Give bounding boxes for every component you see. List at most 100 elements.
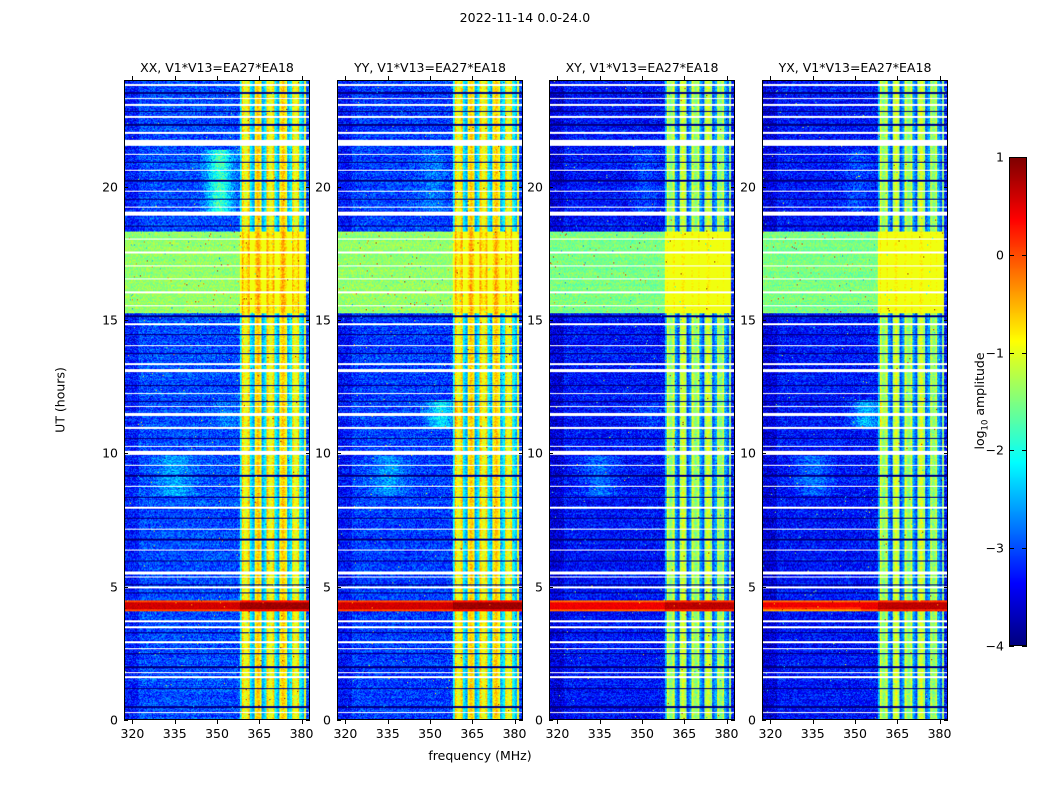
x-tick	[514, 720, 516, 724]
y-tick-right	[731, 453, 735, 455]
x-axis-label: frequency (MHz)	[428, 748, 532, 763]
y-tick	[337, 586, 341, 588]
y-tick-right	[731, 186, 735, 188]
colorbar-tick	[1009, 352, 1014, 354]
y-tick-label: 20	[315, 179, 331, 195]
x-tick-label: 335	[162, 726, 187, 741]
x-tick-top	[770, 76, 772, 80]
y-tick-label: 5	[110, 579, 118, 595]
x-tick-top	[174, 76, 176, 80]
x-tick-top	[514, 76, 516, 80]
colorbar-label: log10 amplitude	[971, 352, 991, 450]
x-tick-top	[557, 76, 559, 80]
colorbar[interactable]: −4 −3 −2 −1 0 1	[986, 150, 1027, 654]
y-tick	[762, 720, 766, 721]
x-tick	[345, 720, 347, 724]
panel-xy[interactable]: XY, V1*V13=EA27*EA18 320 335 350 365 380 0 5 10…	[527, 60, 738, 741]
y-tick	[549, 186, 553, 188]
x-tick	[557, 720, 559, 724]
panel-xx[interactable]: XX, V1*V13=EA27*EA18 320 335 350 365 380 0 5 10…	[102, 60, 313, 741]
colorbar-tick-label: −1	[985, 345, 1004, 361]
x-tick-top	[642, 76, 643, 80]
panel-yx[interactable]: YX, V1*V13=EA27*EA18 320 335 350 365 380 0 5 10…	[740, 60, 951, 741]
x-tick-label: 350	[630, 726, 654, 741]
x-tick-label: 320	[120, 726, 145, 741]
colorbar-tick	[1009, 450, 1014, 452]
y-tick	[762, 453, 766, 455]
x-tick-label: 365	[460, 726, 485, 741]
colorbar-tick	[1009, 646, 1014, 647]
y-tick	[549, 586, 553, 588]
y-tick	[337, 720, 341, 721]
x-tick	[387, 720, 389, 724]
y-tick-label: 20	[740, 179, 756, 195]
y-tick	[549, 453, 553, 455]
x-tick-top	[217, 76, 218, 80]
x-tick	[855, 720, 856, 724]
panel-title-yy: YY, V1*V13=EA27*EA18	[354, 60, 506, 75]
colorbar-gradient	[1009, 157, 1027, 646]
x-tick-top	[897, 76, 899, 80]
x-tick-label: 335	[375, 726, 400, 741]
y-tick-right	[944, 320, 948, 321]
colorbar-tick-label: 1	[996, 149, 1004, 165]
y-tick-label: 0	[748, 712, 756, 728]
x-tick-label: 320	[758, 726, 783, 741]
panel-title-yx: YX, V1*V13=EA27*EA18	[778, 60, 932, 75]
y-tick	[762, 186, 766, 188]
figure-suptitle: 2022-11-14 0.0-24.0	[459, 10, 591, 25]
x-tick	[599, 720, 601, 724]
x-tick-top	[345, 76, 347, 80]
x-tick-label: 380	[289, 726, 314, 741]
y-axis-label: UT (hours)	[52, 367, 68, 433]
axes-yx[interactable]	[762, 80, 948, 720]
y-tick-label: 15	[527, 312, 543, 328]
axes-yy[interactable]	[337, 80, 523, 720]
y-tick	[549, 720, 553, 721]
y-tick-label: 10	[740, 445, 756, 461]
colorbar-tick-label: −2	[985, 442, 1004, 458]
axes-xy[interactable]	[549, 80, 735, 720]
y-tick	[337, 320, 341, 321]
y-tick	[124, 586, 128, 588]
panel-yy[interactable]: YY, V1*V13=EA27*EA18 320 335 350 365 380 0 5 10…	[315, 60, 526, 741]
y-tick-label: 0	[110, 712, 118, 728]
x-tick-label: 320	[545, 726, 570, 741]
x-tick-top	[259, 76, 261, 80]
panel-title-xy: XY, V1*V13=EA27*EA18	[565, 60, 719, 75]
y-tick-label: 10	[315, 445, 331, 461]
x-tick-top	[855, 76, 856, 80]
colorbar-tick-right	[1022, 646, 1027, 647]
x-tick-label: 365	[885, 726, 910, 741]
x-tick-top	[812, 76, 814, 80]
x-tick-label: 335	[587, 726, 612, 741]
x-tick	[770, 720, 772, 724]
x-tick	[472, 720, 474, 724]
x-tick	[132, 720, 134, 724]
x-tick-top	[472, 76, 474, 80]
x-tick-top	[301, 76, 303, 80]
colorbar-tick	[1009, 548, 1014, 550]
y-tick-right	[944, 720, 948, 721]
colorbar-tick-right	[1022, 450, 1027, 452]
y-tick-label: 5	[323, 579, 331, 595]
y-tick-right	[731, 720, 735, 721]
x-tick-label: 380	[502, 726, 527, 741]
waterfall-image-yx	[763, 81, 947, 719]
colorbar-tick	[1009, 254, 1014, 256]
x-tick-top	[132, 76, 134, 80]
colorbar-tick-label: 0	[996, 247, 1004, 263]
y-tick-right	[306, 586, 310, 588]
x-tick	[939, 720, 941, 724]
x-tick-top	[599, 76, 601, 80]
axes-xx[interactable]	[124, 80, 310, 720]
y-tick-right	[519, 586, 523, 588]
y-tick-label: 15	[315, 312, 331, 328]
x-tick	[430, 720, 431, 724]
x-tick	[812, 720, 814, 724]
colorbar-tick-right	[1022, 157, 1027, 158]
y-tick-right	[519, 453, 523, 455]
y-tick	[762, 320, 766, 321]
x-tick	[174, 720, 176, 724]
